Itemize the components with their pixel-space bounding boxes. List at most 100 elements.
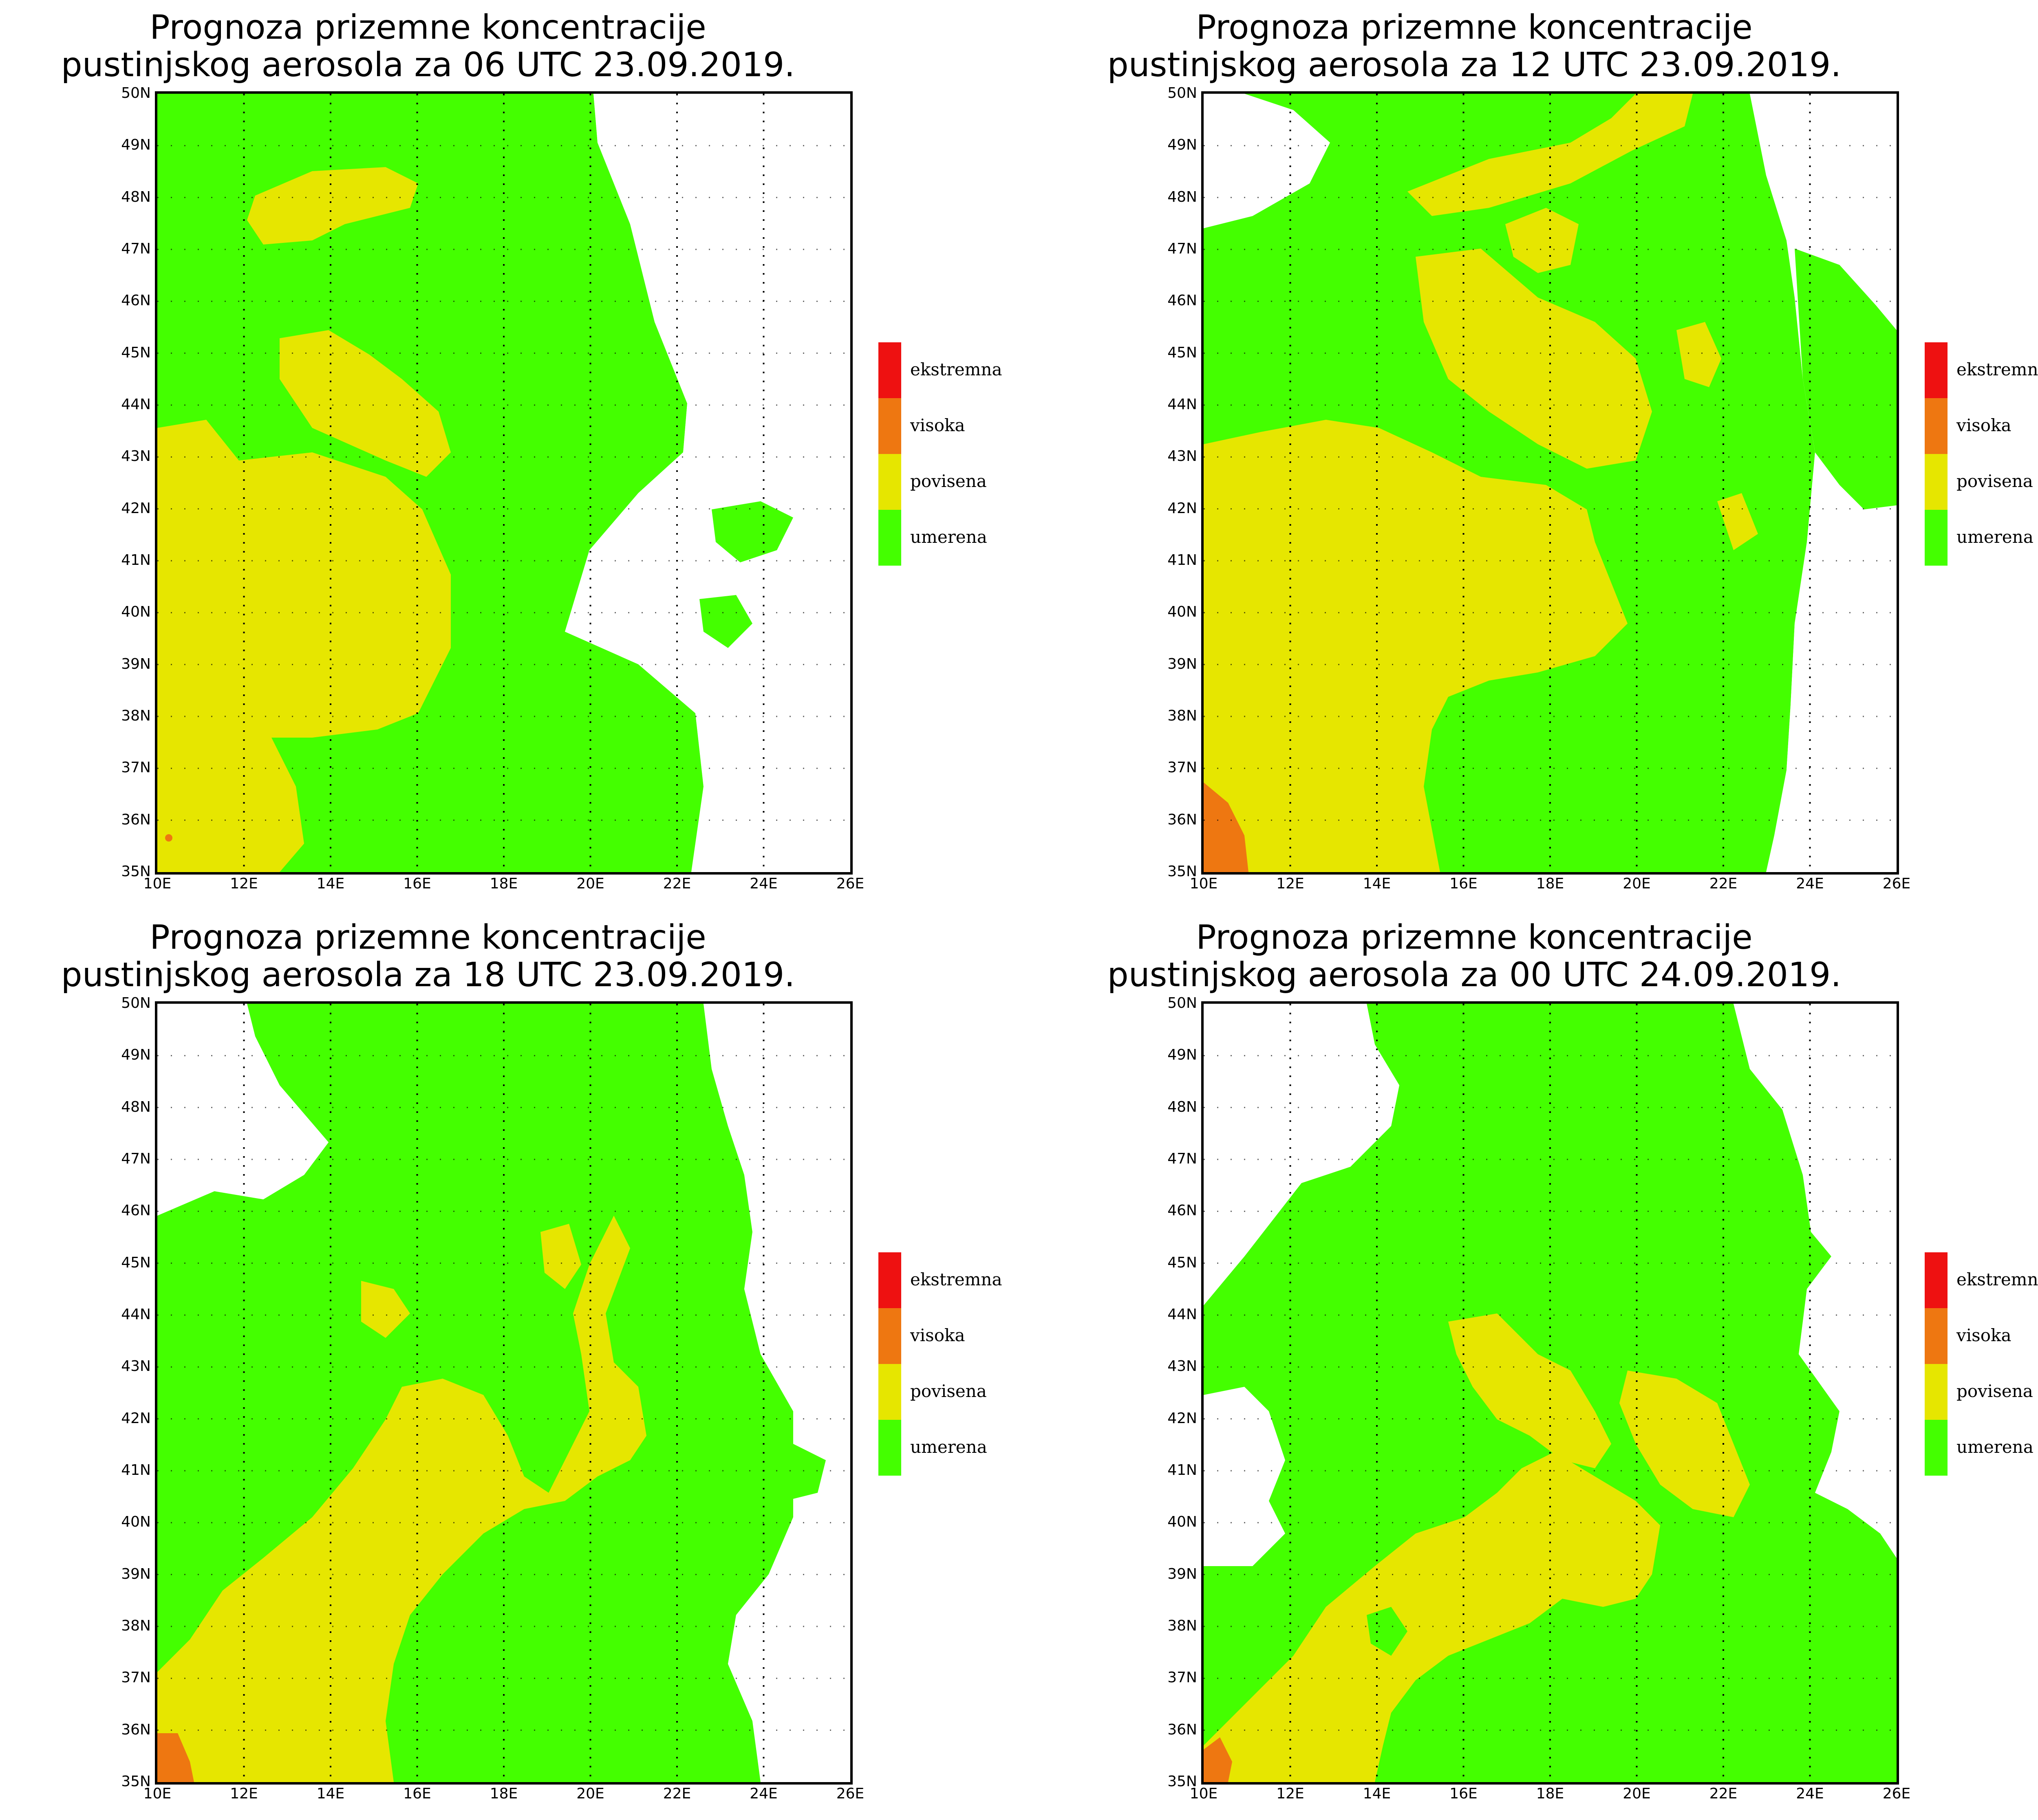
lat-tick-label: 42N	[121, 1410, 151, 1427]
legend-item-visoka: visoka	[1925, 1308, 2038, 1364]
lon-tick-label: 20E	[576, 1785, 604, 1802]
legend-label: umerena	[910, 527, 987, 547]
umerena-strip-ne	[1795, 249, 1897, 509]
lat-tick-label: 36N	[1167, 1721, 1197, 1738]
forecast-panel-06utc: Prognoza prizemne koncentracije pustinjs…	[0, 0, 1046, 910]
lat-tick-label: 48N	[121, 188, 151, 205]
lat-tick-label: 39N	[1167, 655, 1197, 672]
umerena-patch-greece	[757, 1444, 826, 1501]
legend-swatch	[878, 398, 901, 454]
lon-tick-label: 20E	[576, 875, 604, 892]
lon-tick-label: 20E	[1623, 875, 1651, 892]
lat-tick-label: 48N	[1167, 1098, 1197, 1115]
lat-tick-label: 36N	[121, 1721, 151, 1738]
legend-label: ekstremna	[1956, 359, 2038, 379]
lon-tick-label: 16E	[1449, 875, 1478, 892]
lat-tick-label: 44N	[121, 396, 151, 413]
lat-tick-label: 50N	[1167, 85, 1197, 101]
legend-swatch	[878, 1252, 901, 1308]
visoka-region-sw	[1204, 782, 1248, 872]
lat-tick-label: 35N	[1167, 863, 1197, 880]
lat-tick-label: 37N	[121, 759, 151, 776]
forecast-panel-00utc: Prognoza prizemne koncentracije pustinjs…	[1046, 910, 2038, 1820]
map-area	[155, 1001, 853, 1785]
lat-tick-label: 40N	[1167, 604, 1197, 621]
lon-tick-label: 18E	[490, 875, 518, 892]
lat-tick-label: 44N	[1167, 1306, 1197, 1323]
lat-tick-label: 50N	[1167, 995, 1197, 1011]
lon-tick-label: 18E	[1536, 875, 1564, 892]
lat-tick-label: 47N	[121, 1150, 151, 1167]
lat-tick-label: 49N	[121, 1047, 151, 1064]
lat-tick-label: 44N	[121, 1306, 151, 1323]
clear-region-nw	[1204, 94, 1330, 228]
lon-tick-label: 22E	[1709, 875, 1738, 892]
legend-item-umerena: umerena	[1925, 1420, 2038, 1476]
legend-swatch	[1925, 454, 1948, 510]
lat-tick-label: 39N	[121, 1565, 151, 1582]
lat-tick-label: 46N	[1167, 292, 1197, 309]
umerena-patch-sicily	[1367, 1607, 1407, 1656]
visoka-region-sw	[157, 1733, 194, 1782]
lat-tick-label: 49N	[1167, 1047, 1197, 1064]
lon-tick-label: 16E	[403, 875, 431, 892]
lat-tick-label: 48N	[1167, 188, 1197, 205]
lat-tick-label: 45N	[1167, 344, 1197, 361]
legend-label: ekstremna	[910, 359, 1002, 379]
lat-tick-label: 35N	[121, 863, 151, 880]
forecast-panel-12utc: Prognoza prizemne koncentracije pustinjs…	[1046, 0, 2038, 910]
lon-tick-label: 26E	[1882, 875, 1911, 892]
lon-tick-label: 14E	[1363, 1785, 1391, 1802]
lat-tick-label: 41N	[121, 552, 151, 568]
legend-item-povisena: povisena	[1925, 454, 2038, 510]
umerena-patch-se	[699, 595, 752, 648]
legend-swatch	[878, 1308, 901, 1364]
lat-tick-label: 40N	[121, 604, 151, 621]
povisena-region-n	[247, 167, 418, 245]
lon-tick-label: 10E	[143, 875, 172, 892]
lon-tick-label: 22E	[1709, 1785, 1738, 1802]
povisena-region-albania	[1619, 1371, 1750, 1517]
lat-tick-label: 38N	[1167, 707, 1197, 724]
lat-tick-label: 35N	[1167, 1773, 1197, 1790]
lon-tick-label: 14E	[316, 1785, 345, 1802]
legend-label: umerena	[1956, 1437, 2034, 1457]
legend-item-ekstremna: ekstremna	[878, 1252, 1050, 1308]
visoka-region-sw	[1204, 1737, 1232, 1782]
legend-label: povisena	[1956, 471, 2033, 491]
lat-tick-label: 49N	[1167, 137, 1197, 154]
lat-tick-label: 42N	[1167, 1410, 1197, 1427]
legend-label: povisena	[910, 1381, 987, 1401]
legend-swatch	[878, 510, 901, 566]
lat-tick-label: 38N	[121, 707, 151, 724]
legend-label: povisena	[910, 471, 987, 491]
povisena-region-south	[157, 1216, 646, 1782]
lon-tick-label: 10E	[143, 1785, 172, 1802]
lat-tick-label: 50N	[121, 995, 151, 1011]
lat-tick-label: 47N	[121, 240, 151, 257]
povisena-region-balkan	[1448, 1313, 1611, 1468]
legend-swatch	[1925, 510, 1948, 566]
lat-tick-label: 47N	[1167, 1150, 1197, 1167]
povisena-region-south	[1204, 420, 1628, 872]
clear-region-east	[565, 94, 850, 872]
povisena-region-croatia-coast	[361, 1281, 410, 1338]
map-area	[1201, 91, 1899, 875]
lat-tick-label: 40N	[1167, 1514, 1197, 1531]
lat-tick-label: 46N	[121, 292, 151, 309]
lon-tick-label: 12E	[1276, 875, 1304, 892]
legend-item-umerena: umerena	[878, 510, 1050, 566]
lat-tick-label: 36N	[121, 811, 151, 828]
lat-tick-label: 40N	[121, 1514, 151, 1531]
umerena-patch-east	[712, 501, 793, 562]
clear-region-w	[1204, 1387, 1285, 1566]
lat-tick-label: 49N	[121, 137, 151, 154]
lon-tick-label: 14E	[316, 875, 345, 892]
lat-tick-label: 41N	[121, 1462, 151, 1478]
legend-item-povisena: povisena	[1925, 1364, 2038, 1420]
legend-swatch	[1925, 342, 1948, 398]
povisena-patch-east	[1717, 493, 1758, 550]
lon-tick-label: 26E	[836, 875, 865, 892]
lat-tick-label: 41N	[1167, 1462, 1197, 1478]
lat-tick-label: 37N	[1167, 759, 1197, 776]
